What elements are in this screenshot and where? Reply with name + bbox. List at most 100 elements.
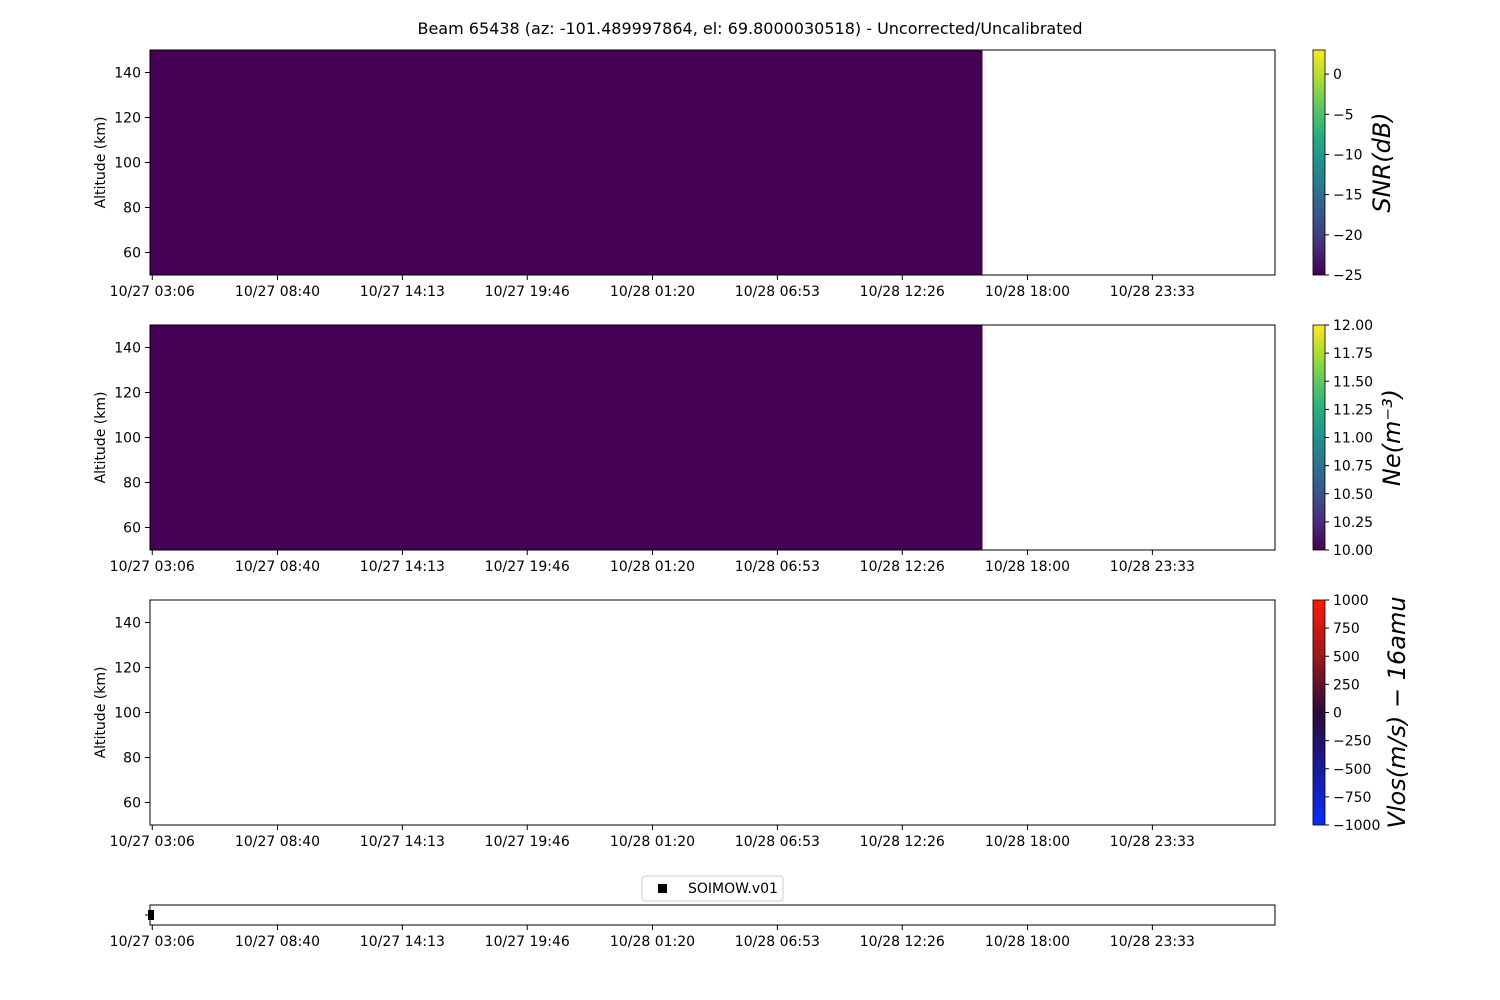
colorbar-1-tick-label-5: −25 xyxy=(1333,268,1363,284)
panel-1-ytick-label-3: 120 xyxy=(114,111,141,127)
panel-3-frame xyxy=(149,599,1276,826)
panel-1-xtick-label-0: 10/27 03:06 xyxy=(110,284,195,300)
colorbar-3-tick-label-5: −250 xyxy=(1333,734,1371,750)
model-strip-xtick-label-8: 10/28 23:33 xyxy=(1110,934,1195,950)
model-strip-xtick-label-1: 10/27 08:40 xyxy=(235,934,320,950)
panel-3-xtick-label-1: 10/27 08:40 xyxy=(235,834,320,850)
panel-1-ytick-label-0: 60 xyxy=(123,246,141,262)
colorbar-3-gradient xyxy=(1312,599,1326,826)
panel-3-xtick-label-2: 10/27 14:13 xyxy=(360,834,445,850)
panel-3-xtick-label-0: 10/27 03:06 xyxy=(110,834,195,850)
colorbar-3-tick-label-8: −1000 xyxy=(1333,818,1380,834)
panel-3-xtick-label-8: 10/28 23:33 xyxy=(1110,834,1195,850)
panel-3-xtick-label-3: 10/27 19:46 xyxy=(485,834,570,850)
model-strip-xtick-label-4: 10/28 01:20 xyxy=(610,934,695,950)
colorbar-2-tick-label-8: 10.00 xyxy=(1333,543,1373,559)
colorbar-3-label: Vlos(m/s) − 16amu xyxy=(1383,596,1411,828)
colorbar-2-tick-label-2: 11.50 xyxy=(1333,374,1373,390)
panel-3-ytick-label-1: 80 xyxy=(123,751,141,767)
panel-1-ytick-label-1: 80 xyxy=(123,201,141,217)
colorbar-3-tick-label-3: 250 xyxy=(1333,677,1360,693)
model-strip-xtick-label-7: 10/28 18:00 xyxy=(985,934,1070,950)
panel-1-xtick-label-4: 10/28 01:20 xyxy=(610,284,695,300)
panel-1-xtick-label-1: 10/27 08:40 xyxy=(235,284,320,300)
panel-2-xtick-label-7: 10/28 18:00 xyxy=(985,559,1070,575)
legend-box xyxy=(641,875,784,902)
panel-3-xtick-label-7: 10/28 18:00 xyxy=(985,834,1070,850)
panel-3-ytick-label-4: 140 xyxy=(114,616,141,632)
panel-2-xtick-label-8: 10/28 23:33 xyxy=(1110,559,1195,575)
panel-2-ylabel: Altitude (km) xyxy=(93,392,109,484)
colorbar-2-tick-label-0: 12.00 xyxy=(1333,318,1373,334)
model-strip: 10/27 03:06 10/27 08:40 10/27 14:13 10/27 1… xyxy=(110,875,1276,950)
colorbar-2: 12.00 11.75 11.50 11.25 11.00 10.75 10.50 10.25… xyxy=(1312,318,1406,559)
colorbar-2-tick-label-1: 11.75 xyxy=(1333,346,1373,362)
model-strip-xtick-label-2: 10/27 14:13 xyxy=(360,934,445,950)
panel-2-xtick-label-2: 10/27 14:13 xyxy=(360,559,445,575)
legend-marker xyxy=(658,884,667,893)
colorbar-1-tick-label-3: −15 xyxy=(1333,188,1363,204)
panel-3-xtick-label-4: 10/28 01:20 xyxy=(610,834,695,850)
panel-2-ytick-label-2: 100 xyxy=(114,431,141,447)
panel-1-ytick-label-4: 140 xyxy=(114,66,141,82)
colorbar-3-tick-label-2: 500 xyxy=(1333,649,1360,665)
panel-2-xtick-label-0: 10/27 03:06 xyxy=(110,559,195,575)
panel-2-ytick-label-0: 60 xyxy=(123,521,141,537)
chart-title: Beam 65438 (az: -101.489997864, el: 69.8… xyxy=(417,19,1082,38)
model-strip-marker-0 xyxy=(148,910,154,920)
colorbar-1-tick-label-0: 0 xyxy=(1333,67,1342,83)
panel-3-ytick-label-2: 100 xyxy=(114,706,141,722)
colorbar-1-gradient xyxy=(1312,49,1326,276)
colorbar-2-tick-label-4: 11.00 xyxy=(1333,431,1373,447)
panel-1-xtick-label-3: 10/27 19:46 xyxy=(485,284,570,300)
colorbar-2-gradient xyxy=(1312,324,1326,551)
panel-2-data-block xyxy=(150,325,983,550)
colorbar-2-tick-label-7: 10.25 xyxy=(1333,515,1373,531)
colorbar-3-tick-label-6: −500 xyxy=(1333,762,1371,778)
panel-1-ylabel: Altitude (km) xyxy=(93,117,109,209)
colorbar-3-tick-label-4: 0 xyxy=(1333,706,1342,722)
panel-3-xtick-label-5: 10/28 06:53 xyxy=(735,834,820,850)
colorbar-2-tick-label-6: 10.50 xyxy=(1333,487,1373,503)
legend: SOIMOW.v01 xyxy=(641,875,784,902)
legend-label: SOIMOW.v01 xyxy=(688,881,778,897)
panel-2-xtick-label-6: 10/28 12:26 xyxy=(860,559,945,575)
panel-3-xtick-label-6: 10/28 12:26 xyxy=(860,834,945,850)
panel-3-ylabel: Altitude (km) xyxy=(93,667,109,759)
model-strip-frame xyxy=(149,904,1276,926)
colorbar-2-tick-label-5: 10.75 xyxy=(1333,459,1373,475)
model-strip-xtick-label-3: 10/27 19:46 xyxy=(485,934,570,950)
colorbar-2-tick-label-3: 11.25 xyxy=(1333,402,1373,418)
panel-1-xtick-label-5: 10/28 06:53 xyxy=(735,284,820,300)
model-strip-xtick-label-0: 10/27 03:06 xyxy=(110,934,195,950)
panel-2-xtick-label-5: 10/28 06:53 xyxy=(735,559,820,575)
colorbar-3-tick-label-1: 750 xyxy=(1333,621,1360,637)
panel-2-ytick-label-1: 80 xyxy=(123,476,141,492)
panel-1-xtick-label-6: 10/28 12:26 xyxy=(860,284,945,300)
colorbar-1-label: SNR(dB) xyxy=(1368,112,1396,212)
panel-3-ytick-label-3: 120 xyxy=(114,661,141,677)
colorbar-3-tick-label-7: −750 xyxy=(1333,790,1371,806)
colorbar-3-tick-label-0: 1000 xyxy=(1333,593,1369,609)
panel-2-xtick-label-4: 10/28 01:20 xyxy=(610,559,695,575)
panel-2: 60 80 100 120 140 Altitude (km) 10/27 03:06 10/… xyxy=(93,324,1276,575)
model-strip-xtick-label-6: 10/28 12:26 xyxy=(860,934,945,950)
panel-2-xtick-label-1: 10/27 08:40 xyxy=(235,559,320,575)
colorbar-1: 0 −5 −10 −15 −20 −25 SNR(dB) xyxy=(1312,49,1396,284)
panel-1: 60 80 100 120 140 Altitude (km) 10/27 03:06 10/… xyxy=(93,49,1276,300)
panel-3: 60 80 100 120 140 Altitude (km) 10/27 03:06 10/… xyxy=(93,599,1276,850)
panel-2-ytick-label-4: 140 xyxy=(114,341,141,357)
panel-3-ytick-label-0: 60 xyxy=(123,796,141,812)
model-strip-xtick-label-5: 10/28 06:53 xyxy=(735,934,820,950)
panel-1-xtick-label-2: 10/27 14:13 xyxy=(360,284,445,300)
panel-1-xtick-label-8: 10/28 23:33 xyxy=(1110,284,1195,300)
colorbar-1-tick-label-1: −5 xyxy=(1333,107,1354,123)
panel-1-xtick-label-7: 10/28 18:00 xyxy=(985,284,1070,300)
colorbar-1-tick-label-2: −10 xyxy=(1333,147,1363,163)
panel-1-ytick-label-2: 100 xyxy=(114,156,141,172)
panel-1-data-block xyxy=(150,50,983,275)
panel-2-xtick-label-3: 10/27 19:46 xyxy=(485,559,570,575)
colorbar-1-tick-label-4: −20 xyxy=(1333,228,1363,244)
colorbar-2-label: Ne(m⁻³) xyxy=(1378,389,1406,486)
